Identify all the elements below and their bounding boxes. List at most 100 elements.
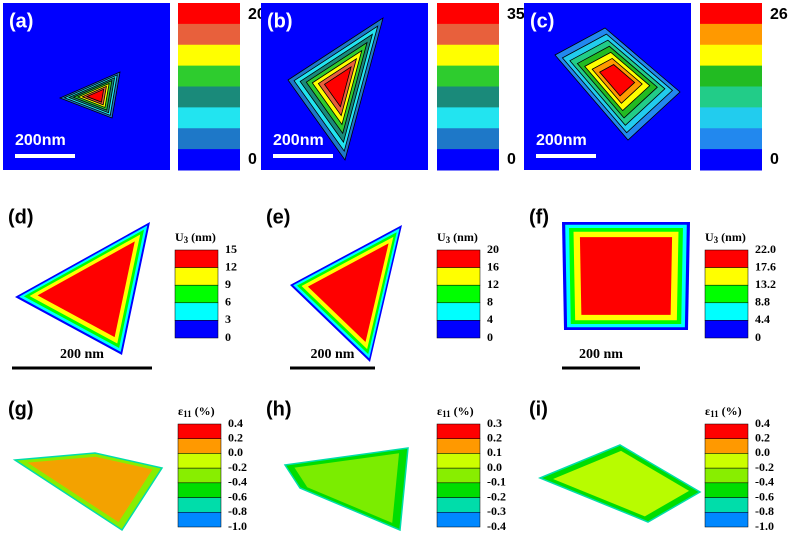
colorbar-band bbox=[174, 302, 219, 321]
colorbar-band bbox=[704, 438, 749, 454]
colorbar-band bbox=[436, 453, 481, 469]
colorbar-band bbox=[174, 249, 219, 268]
colorbar-band bbox=[704, 467, 749, 484]
colorbar-tick: 9 bbox=[225, 277, 231, 291]
panel: (c) 200nm 26 0 bbox=[524, 3, 788, 171]
colorbar-band bbox=[436, 267, 481, 286]
title-subscript: 11 bbox=[183, 409, 192, 419]
colorbar-tick: 0 bbox=[225, 330, 231, 344]
title-symbol: U bbox=[175, 230, 184, 244]
colorbar-band bbox=[436, 497, 481, 513]
scale-bar-label: 200nm bbox=[15, 132, 66, 149]
colorbar-min: 0 bbox=[248, 151, 257, 168]
colorbar-tick: -0.4 bbox=[228, 475, 247, 489]
colorbar-title: U3 (nm) bbox=[175, 230, 216, 245]
title-symbol: U bbox=[705, 230, 714, 244]
surface-inner bbox=[553, 450, 690, 517]
title-unit: (nm) bbox=[721, 230, 746, 244]
colorbar-band bbox=[437, 86, 499, 108]
colorbar-tick: 4.4 bbox=[755, 312, 770, 326]
colorbar-band bbox=[177, 467, 222, 484]
scale-bar-label: 200 nm bbox=[579, 347, 623, 362]
colorbar-tick: -0.6 bbox=[755, 489, 774, 503]
colorbar-tick: 13.2 bbox=[755, 277, 776, 291]
colorbar-tick: 15 bbox=[225, 242, 237, 256]
colorbar-tick: -1.0 bbox=[755, 519, 774, 533]
title-unit: (%) bbox=[454, 404, 474, 418]
contour bbox=[37, 241, 135, 338]
colorbar-band bbox=[437, 3, 499, 25]
colorbar-max: 35 bbox=[507, 6, 525, 23]
colorbar-band bbox=[178, 23, 240, 46]
title-subscript: 3 bbox=[446, 235, 451, 245]
colorbar-band bbox=[704, 249, 749, 268]
title-unit: (%) bbox=[722, 404, 742, 418]
colorbar-tick: -0.1 bbox=[487, 475, 506, 489]
colorbar-band bbox=[700, 44, 762, 67]
colorbar-band bbox=[700, 128, 762, 150]
colorbar-title: ε11 (%) bbox=[437, 404, 474, 419]
colorbar-band bbox=[177, 497, 222, 513]
colorbar-tick: -0.4 bbox=[487, 519, 506, 533]
colorbar-tick: 0.2 bbox=[755, 430, 770, 444]
colorbar-band bbox=[178, 3, 240, 25]
colorbar-tick: 16 bbox=[487, 259, 499, 273]
colorbar-band bbox=[704, 512, 749, 528]
colorbar-tick: 8.8 bbox=[755, 295, 770, 309]
panel-label: (c) bbox=[530, 10, 554, 32]
colorbar-band bbox=[704, 320, 749, 339]
panel: (b) 200nm 35 0 bbox=[261, 3, 525, 171]
colorbar-band bbox=[177, 423, 222, 439]
colorbar-band bbox=[178, 128, 240, 150]
panel-label: (f) bbox=[529, 206, 549, 228]
colorbar-band bbox=[178, 149, 240, 171]
title-subscript: 3 bbox=[714, 235, 719, 245]
title-subscript: 3 bbox=[184, 235, 189, 245]
colorbar-tick: 8 bbox=[487, 295, 493, 309]
scale-bar-label: 200 nm bbox=[60, 347, 104, 362]
colorbar-band bbox=[700, 23, 762, 46]
colorbar-band bbox=[177, 482, 222, 498]
colorbar-tick: 0.2 bbox=[228, 430, 243, 444]
colorbar-band bbox=[436, 302, 481, 321]
colorbar-band bbox=[436, 467, 481, 484]
contour bbox=[85, 88, 105, 103]
colorbar-min: 0 bbox=[507, 151, 516, 168]
colorbar-band bbox=[174, 267, 219, 286]
panel: (i) ε11 (%) 0.40.20.0-0.2-0.4-0.6-0.8-1.0 bbox=[529, 398, 774, 532]
colorbar-band bbox=[436, 320, 481, 339]
colorbar-title: U3 (nm) bbox=[705, 230, 746, 245]
panel: (e) 200 nm U3 (nm) 20 16 12 8 4 0 bbox=[266, 206, 499, 370]
title-unit: (nm) bbox=[453, 230, 478, 244]
colorbar-band bbox=[437, 128, 499, 150]
title-unit: (%) bbox=[195, 404, 215, 418]
colorbar-tick: 0.2 bbox=[487, 430, 502, 444]
colorbar-band bbox=[178, 107, 240, 129]
panel: (f) 200 nm U3 (nm) 22.0 17.6 13.2 8.8 4.4 0 bbox=[529, 206, 776, 370]
colorbar-max: 26 bbox=[770, 6, 788, 23]
panel: (h) ε11 (%) 0.30.20.10.0-0.1-0.2-0.3-0.4 bbox=[266, 398, 506, 532]
colorbar-band bbox=[437, 23, 499, 46]
scale-bar-label: 200 nm bbox=[311, 347, 355, 362]
colorbar-tick: 0.3 bbox=[487, 416, 502, 430]
colorbar-band bbox=[177, 512, 222, 528]
colorbar-tick: -0.8 bbox=[228, 504, 247, 518]
contour bbox=[579, 237, 673, 315]
colorbar-tick: -0.6 bbox=[228, 489, 247, 503]
colorbar-tick: -0.2 bbox=[487, 489, 506, 503]
colorbar-band bbox=[178, 44, 240, 67]
colorbar-band bbox=[436, 249, 481, 268]
colorbar-band bbox=[704, 302, 749, 321]
colorbar-tick: 3 bbox=[225, 312, 231, 326]
colorbar-tick: 0.1 bbox=[487, 445, 502, 459]
colorbar-tick: 0.4 bbox=[228, 416, 243, 430]
colorbar-band bbox=[437, 107, 499, 129]
colorbar-band bbox=[704, 497, 749, 513]
colorbar-band bbox=[700, 107, 762, 129]
colorbar-tick: 0.0 bbox=[755, 445, 770, 459]
colorbar-tick: -0.8 bbox=[755, 504, 774, 518]
colorbar-band bbox=[436, 512, 481, 528]
title-subscript: 11 bbox=[710, 409, 719, 419]
